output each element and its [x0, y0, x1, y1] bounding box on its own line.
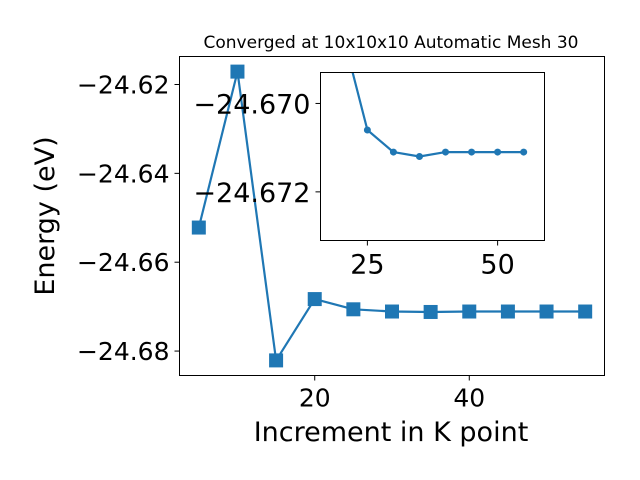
inset-data-point: [520, 148, 528, 156]
main-data-point: [269, 353, 284, 368]
main-y-tick-label: −24.64: [77, 159, 170, 188]
inset-data-point: [363, 126, 371, 134]
main-data-point: [385, 304, 399, 319]
inset-data-point: [389, 148, 397, 156]
inset-data-point: [415, 153, 423, 160]
main-y-tick-label: −24.62: [77, 70, 170, 99]
main-y-tick-label: −24.68: [77, 337, 170, 366]
main-x-tick-label: 20: [299, 384, 331, 413]
main-x-axis-label: Increment in K point: [254, 417, 529, 448]
inset-data-point: [442, 148, 450, 156]
main-data-point: [307, 292, 322, 307]
inset-y-tick-label: −24.672: [193, 178, 310, 209]
inset-x-tick-label: 50: [480, 250, 514, 281]
main-y-axis-label: Energy (eV): [30, 136, 61, 295]
main-data-point: [346, 302, 361, 317]
main-data-point: [423, 304, 438, 319]
inset-x-ticks: 25 50: [350, 240, 515, 281]
main-y-tick-label: −24.66: [77, 248, 170, 277]
main-x-ticks: 20 40: [299, 375, 485, 413]
main-data-point: [191, 220, 206, 235]
main-data-point: [500, 304, 515, 319]
main-plot-frame: [179, 56, 605, 376]
main-data-point: [578, 304, 593, 319]
inset-data-point: [468, 148, 476, 156]
main-data-point: [539, 304, 554, 319]
main-chart: Converged at 10x10x10 Automatic Mesh 30 …: [30, 33, 605, 448]
inset-series-line: [351, 72, 524, 158]
inset-y-tick-label: −24.670: [193, 89, 310, 120]
main-x-tick-label: 40: [453, 384, 485, 413]
main-data-point: [230, 64, 245, 79]
inset-chart: 25 50 −24.672 −24.670: [193, 72, 545, 281]
inset-x-tick-label: 25: [350, 250, 384, 281]
inset-data-point: [494, 148, 502, 156]
main-chart-title: Converged at 10x10x10 Automatic Mesh 30: [204, 33, 579, 53]
inset-plot-frame: [320, 72, 545, 241]
inset-y-ticks: −24.672 −24.670: [193, 89, 321, 209]
main-data-point: [462, 304, 477, 319]
inset-background: [320, 72, 544, 240]
main-y-ticks: −24.62 −24.64 −24.66 −24.68: [77, 70, 180, 366]
main-series: [191, 64, 593, 368]
inset-series: [351, 72, 528, 160]
